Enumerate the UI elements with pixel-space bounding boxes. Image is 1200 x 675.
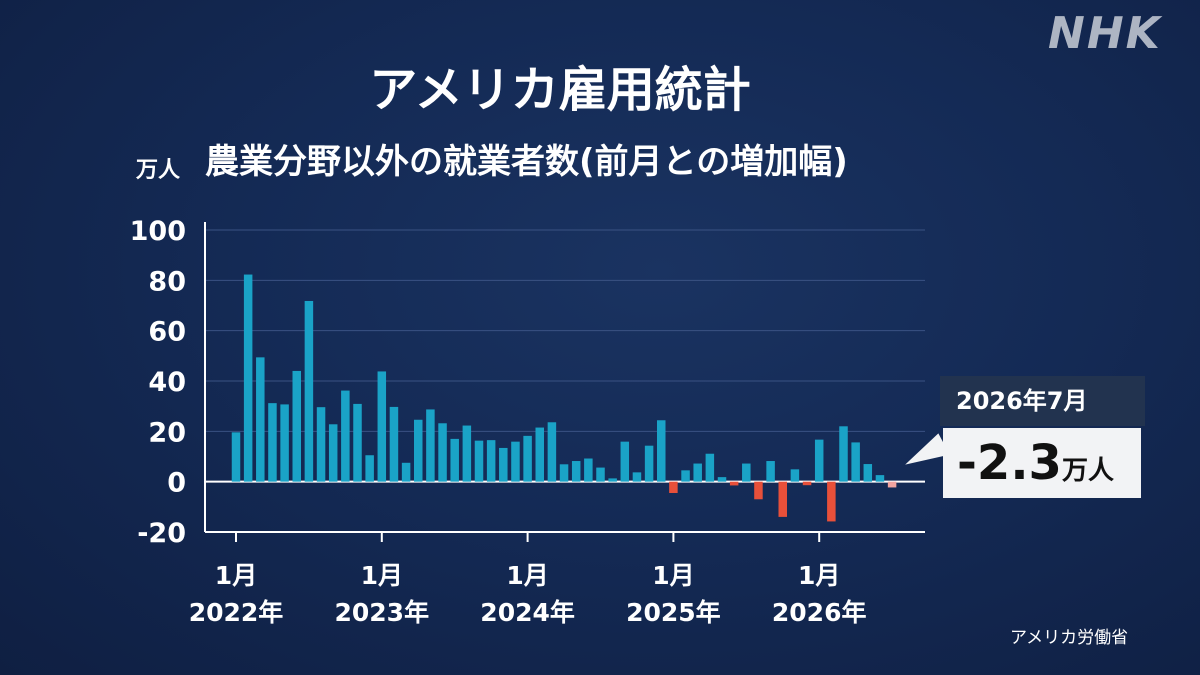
bar: [341, 390, 350, 482]
bar: [620, 441, 630, 482]
bar: [693, 463, 702, 482]
bar: [681, 470, 690, 482]
bar: [377, 371, 387, 482]
bar: [742, 463, 751, 482]
nhk-logo: NHK: [1048, 8, 1162, 59]
y-tick-label: 80: [148, 266, 186, 297]
bar: [231, 432, 241, 482]
bar: [438, 423, 447, 482]
bar: [462, 425, 472, 482]
y-tick-label: 60: [148, 317, 186, 348]
bar: [584, 458, 593, 482]
callout-value: -2.3: [957, 435, 1062, 491]
x-tick-year: 2024年: [480, 598, 575, 627]
callout-period: 2026年7月: [940, 376, 1145, 426]
latest-value-callout: 2026年7月 -2.3万人: [899, 376, 1145, 500]
x-tick-year: 2022年: [189, 598, 284, 627]
bar: [523, 435, 532, 482]
bar: [644, 445, 654, 482]
data-source: アメリカ労働省: [1010, 628, 1129, 648]
bar: [632, 472, 642, 482]
bar: [474, 440, 484, 482]
bar: [559, 464, 569, 482]
bar: [571, 461, 581, 482]
bar: [754, 481, 763, 500]
bar: [778, 481, 787, 517]
bar: [802, 481, 812, 486]
bar: [401, 462, 411, 482]
y-tick-label: -20: [137, 518, 186, 549]
bar: [657, 420, 666, 482]
x-tick-year: 2026年: [772, 598, 867, 627]
bar: [486, 440, 496, 482]
bar: [243, 274, 253, 482]
bar: [669, 481, 678, 493]
bar: [790, 469, 800, 482]
y-axis-unit: 万人: [136, 158, 181, 183]
bar: [729, 481, 739, 486]
chart-title: アメリカ雇用統計: [369, 62, 751, 118]
bar: [814, 439, 824, 482]
bar: [875, 475, 885, 482]
bar: [256, 357, 265, 482]
bar: [426, 409, 435, 482]
x-tick-month: 1月: [215, 561, 257, 590]
bar: [280, 404, 289, 482]
bar: [316, 407, 326, 482]
bar: [389, 406, 399, 482]
x-tick-month: 1月: [652, 561, 694, 590]
y-tick-label: 100: [130, 216, 186, 247]
bar: [304, 300, 314, 482]
chart-subtitle: 農業分野以外の就業者数(前月との増加幅): [205, 142, 848, 182]
bar: [596, 467, 605, 482]
bar: [511, 441, 520, 482]
bar: [839, 426, 848, 482]
bar: [268, 403, 277, 482]
highlighted-bar: [887, 481, 897, 488]
bar: [717, 477, 727, 482]
bar: [450, 438, 459, 482]
bar: [705, 453, 715, 482]
bar: [353, 403, 362, 482]
bar: [863, 464, 873, 482]
bar: [328, 424, 338, 482]
bar: [292, 370, 301, 482]
y-tick-label: 20: [148, 417, 186, 448]
bar: [414, 419, 423, 482]
bar: [535, 427, 544, 482]
x-tick-month: 1月: [798, 561, 840, 590]
bar: [499, 447, 508, 482]
y-tick-label: 0: [167, 468, 186, 499]
bar: [851, 442, 860, 482]
x-tick-month: 1月: [361, 561, 403, 590]
bar: [608, 478, 617, 482]
bar: [365, 455, 374, 482]
bar: [766, 461, 775, 482]
bar: [547, 422, 557, 482]
callout-unit: 万人: [1061, 456, 1114, 486]
x-tick-year: 2025年: [626, 598, 721, 627]
x-tick-year: 2023年: [335, 598, 430, 627]
x-tick-month: 1月: [506, 561, 548, 590]
y-tick-label: 40: [148, 367, 186, 398]
callout-body: -2.3万人: [943, 428, 1141, 498]
bar: [827, 481, 836, 522]
